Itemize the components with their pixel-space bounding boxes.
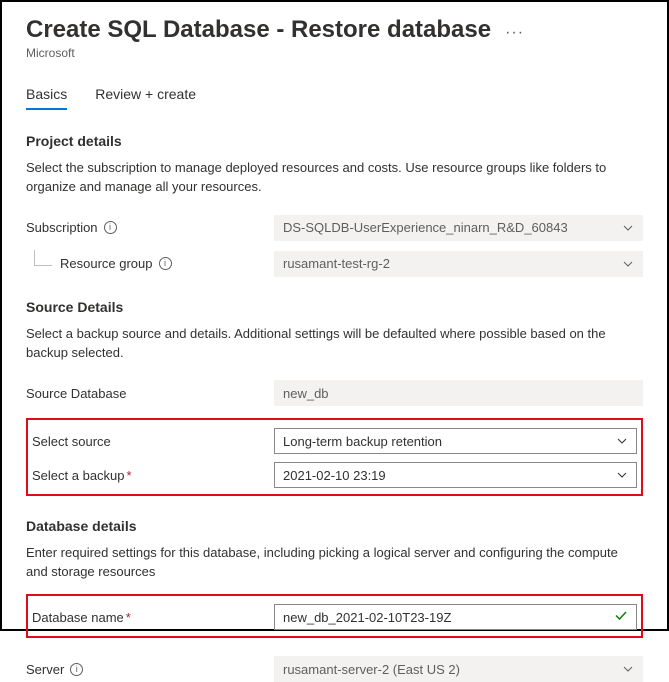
tabs: Basics Review + create: [26, 86, 643, 111]
project-details-description: Select the subscription to manage deploy…: [26, 159, 636, 197]
required-indicator: *: [126, 610, 131, 625]
chevron-down-icon: [622, 258, 634, 270]
database-details-heading: Database details: [26, 518, 643, 534]
tab-review-create[interactable]: Review + create: [95, 86, 196, 110]
source-details-description: Select a backup source and details. Addi…: [26, 325, 636, 363]
resource-group-label-text: Resource group: [60, 256, 153, 271]
subscription-label-text: Subscription: [26, 220, 98, 235]
database-name-label-text: Database name: [32, 610, 124, 625]
database-name-input[interactable]: new_db_2021-02-10T23-19Z: [274, 604, 637, 630]
server-value: rusamant-server-2 (East US 2): [283, 662, 460, 677]
resource-group-select[interactable]: rusamant-test-rg-2: [274, 251, 643, 277]
server-select[interactable]: rusamant-server-2 (East US 2): [274, 656, 643, 682]
source-database-field: new_db: [274, 380, 643, 406]
source-database-value: new_db: [283, 386, 329, 401]
select-source-label-text: Select source: [32, 434, 111, 449]
select-source-value: Long-term backup retention: [283, 434, 442, 449]
chevron-down-icon: [622, 222, 634, 234]
select-source-dropdown[interactable]: Long-term backup retention: [274, 428, 637, 454]
project-details-heading: Project details: [26, 133, 643, 149]
server-label-text: Server: [26, 662, 64, 677]
select-backup-label: Select a backup *: [32, 468, 274, 483]
select-source-label: Select source: [32, 434, 274, 449]
database-name-highlight-region: Database name * new_db_2021-02-10T23-19Z: [26, 594, 643, 638]
source-details-heading: Source Details: [26, 299, 643, 315]
more-actions-icon[interactable]: ···: [505, 24, 524, 42]
info-icon[interactable]: i: [159, 257, 172, 270]
chevron-down-icon: [622, 663, 634, 675]
database-details-description: Enter required settings for this databas…: [26, 544, 636, 582]
chevron-down-icon: [616, 469, 628, 481]
chevron-down-icon: [616, 435, 628, 447]
checkmark-icon: [614, 609, 628, 626]
page-title: Create SQL Database - Restore database: [26, 16, 491, 44]
database-name-value: new_db_2021-02-10T23-19Z: [283, 610, 451, 625]
subscription-label: Subscription i: [26, 220, 274, 235]
info-icon[interactable]: i: [104, 221, 117, 234]
source-database-label-text: Source Database: [26, 386, 126, 401]
tree-indent-icon: [34, 250, 52, 266]
resource-group-label: Resource group i: [26, 256, 274, 271]
required-indicator: *: [127, 468, 132, 483]
resource-group-value: rusamant-test-rg-2: [283, 256, 390, 271]
info-icon[interactable]: i: [70, 663, 83, 676]
source-database-label: Source Database: [26, 386, 274, 401]
select-backup-dropdown[interactable]: 2021-02-10 23:19: [274, 462, 637, 488]
page-subtitle: Microsoft: [26, 46, 643, 60]
subscription-select[interactable]: DS-SQLDB-UserExperience_ninarn_R&D_60843: [274, 215, 643, 241]
select-backup-value: 2021-02-10 23:19: [283, 468, 386, 483]
select-backup-label-text: Select a backup: [32, 468, 125, 483]
database-name-label: Database name *: [32, 610, 274, 625]
subscription-value: DS-SQLDB-UserExperience_ninarn_R&D_60843: [283, 220, 568, 235]
server-label: Server i: [26, 662, 274, 677]
tab-basics[interactable]: Basics: [26, 86, 67, 110]
source-highlight-region: Select source Long-term backup retention…: [26, 418, 643, 496]
